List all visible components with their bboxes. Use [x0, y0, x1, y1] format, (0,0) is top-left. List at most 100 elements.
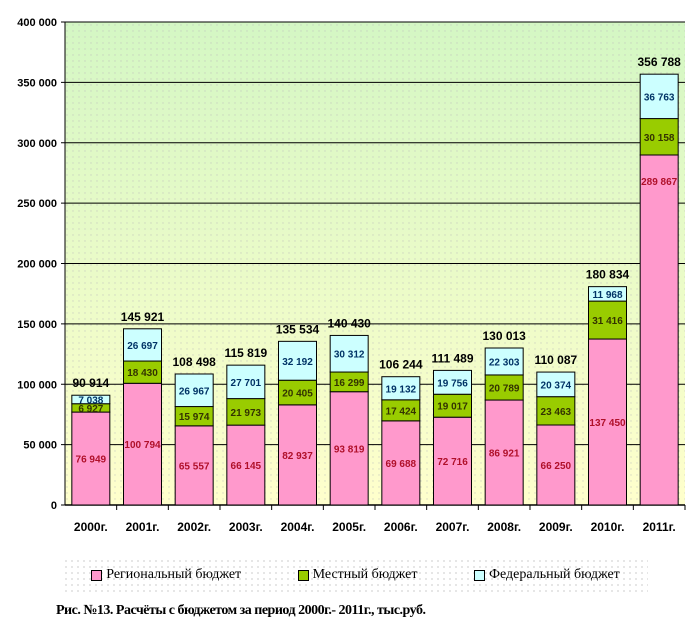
legend-item-regional: Региональный бюджет	[91, 567, 241, 583]
data-label: 100 794	[124, 440, 161, 451]
total-label: 106 244	[379, 358, 423, 372]
bar-segment	[71, 394, 111, 405]
stacked-bar-chart: 0 50 000 100 000 150 000 200 000 250 000 300 0…	[17, 17, 686, 534]
data-label: 30 312	[334, 350, 365, 361]
bar-segment	[329, 334, 369, 373]
bar-segment	[484, 399, 524, 506]
bar-segment	[174, 373, 214, 408]
data-label: 20 374	[541, 380, 572, 391]
data-label: 20 789	[489, 383, 520, 394]
bar-segment	[639, 118, 679, 156]
data-label: 16 299	[334, 378, 365, 389]
legend-item-local: Местный бюджет	[297, 567, 418, 583]
y-tick-label: 150 000	[17, 319, 57, 331]
legend-item-federal: Федеральный бюджет	[473, 567, 620, 583]
bar-segment	[226, 424, 266, 506]
x-tick-label: 2007г.	[436, 520, 470, 534]
y-tick-label: 350 000	[17, 77, 57, 89]
data-label: 65 557	[179, 461, 210, 472]
x-tick-label: 2002г.	[177, 520, 211, 534]
data-label: 86 921	[489, 449, 520, 460]
data-label: 93 819	[334, 444, 365, 455]
total-label: 356 788	[637, 55, 681, 69]
legend-label: Местный бюджет	[312, 567, 418, 582]
data-label: 23 463	[541, 407, 572, 418]
x-tick-label: 2010г.	[591, 520, 625, 534]
total-label: 135 534	[276, 322, 320, 336]
data-label: 66 250	[541, 461, 572, 472]
bar-segment	[278, 340, 317, 381]
bar-segment	[123, 382, 162, 506]
data-label: 19 017	[437, 402, 468, 413]
data-label: 20 405	[282, 389, 313, 400]
bar-segment	[588, 338, 627, 506]
data-label: 66 145	[231, 461, 262, 472]
data-label: 19 132	[386, 384, 417, 395]
figure-caption: Рис. №13. Расчёты с бюджетом за период 2…	[56, 603, 426, 618]
legend: Региональный бюджет Местный бюджет Федер…	[63, 558, 648, 592]
x-tick-label: 2006г.	[384, 520, 418, 534]
data-label: 36 763	[644, 92, 675, 103]
x-tick-label: 2001г.	[126, 520, 160, 534]
bar-segment	[174, 425, 214, 506]
bar-segment	[226, 364, 266, 400]
x-tick-label: 2008г.	[487, 520, 521, 534]
data-label: 82 937	[282, 451, 313, 462]
data-label: 76 949	[76, 455, 107, 466]
y-tick-label: 0	[51, 500, 57, 512]
bar-segment	[71, 411, 111, 506]
data-label: 26 967	[179, 386, 210, 397]
bar-segment	[381, 376, 421, 401]
bar-segment	[484, 374, 524, 401]
legend-label: Федеральный бюджет	[488, 567, 620, 582]
data-label: 17 424	[386, 406, 417, 417]
bar-segment	[536, 371, 576, 398]
bar-segment	[639, 73, 679, 120]
total-label: 111 489	[431, 351, 473, 365]
total-label: 110 087	[534, 353, 577, 367]
y-tick-label: 100 000	[17, 379, 57, 391]
data-label: 6 927	[78, 404, 103, 415]
bar-segment	[381, 420, 421, 506]
total-label: 180 834	[586, 268, 630, 282]
y-tick-label: 50 000	[23, 440, 57, 452]
x-tick-label: 2003г.	[229, 520, 263, 534]
bar-segment	[639, 154, 679, 506]
data-label: 30 158	[644, 133, 675, 144]
x-tick-label: 2011г.	[643, 520, 676, 534]
data-label: 27 701	[231, 378, 262, 389]
data-label: 72 716	[437, 457, 468, 468]
data-label: 11 968	[592, 290, 622, 301]
bar-segment	[484, 347, 524, 376]
data-label: 21 973	[231, 408, 262, 419]
legend-swatch	[473, 569, 485, 581]
bar-segment	[329, 391, 369, 506]
data-label: 19 756	[437, 378, 468, 389]
bar-segment	[278, 404, 317, 506]
total-label: 115 819	[224, 346, 267, 360]
data-label: 31 416	[592, 316, 623, 327]
x-tick-label: 2009г.	[539, 520, 573, 534]
bar-segment	[278, 379, 317, 406]
data-label: 289 867	[641, 177, 678, 188]
total-label: 90 914	[72, 376, 109, 390]
data-label: 15 974	[179, 412, 210, 423]
data-label: 137 450	[589, 418, 626, 429]
data-label: 26 697	[127, 341, 158, 352]
total-label: 145 921	[121, 310, 165, 324]
total-label: 140 430	[327, 316, 371, 330]
y-tick-label: 200 000	[17, 259, 57, 271]
x-tick-label: 2004г.	[281, 520, 315, 534]
total-label: 108 498	[172, 355, 216, 369]
bar-segment	[123, 328, 162, 362]
data-label: 22 303	[489, 357, 520, 368]
y-tick-label: 400 000	[17, 17, 57, 29]
data-label: 69 688	[386, 459, 417, 470]
bar-segment	[588, 286, 627, 302]
bar-segment	[433, 369, 472, 395]
data-label: 7 038	[78, 395, 103, 406]
bar-segment	[433, 416, 472, 506]
bar-segment	[536, 424, 576, 506]
legend-swatch	[297, 569, 309, 581]
y-tick-label: 250 000	[17, 198, 57, 210]
